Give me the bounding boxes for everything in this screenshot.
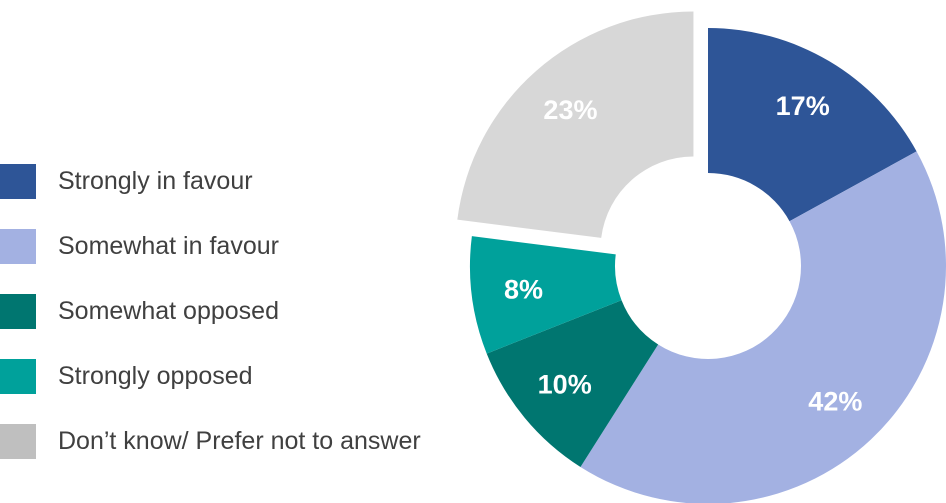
legend-item-somewhat-opposed: Somewhat opposed: [0, 294, 520, 329]
legend-label-strongly-opposed: Strongly opposed: [58, 362, 253, 390]
slice-label-somewhat-opposed: 10%: [538, 370, 592, 400]
legend-item-dont-know: Don’t know/ Prefer not to answer: [0, 424, 520, 459]
legend-swatch-strongly-opposed: [0, 359, 36, 394]
slice-somewhat-opposed: [486, 300, 659, 467]
legend-item-strongly-opposed: Strongly opposed: [0, 359, 520, 394]
legend-label-somewhat-opposed: Somewhat opposed: [58, 297, 279, 325]
slice-label-somewhat-in-favour: 42%: [808, 387, 862, 417]
legend-label-somewhat-in-favour: Somewhat in favour: [58, 232, 279, 260]
slice-label-strongly-in-favour: 17%: [776, 91, 830, 121]
slice-don-t-know-prefer-not-to-answer: [457, 11, 694, 238]
slice-somewhat-in-favour: [580, 151, 946, 503]
legend-label-strongly-in-favour: Strongly in favour: [58, 167, 253, 195]
slice-label-don-t-know-prefer-not-to-answer: 23%: [543, 95, 597, 125]
legend-item-strongly-in-favour: Strongly in favour: [0, 164, 520, 199]
chart-legend: Strongly in favour Somewhat in favour So…: [0, 164, 520, 489]
slice-strongly-opposed: [470, 236, 622, 354]
legend-swatch-somewhat-in-favour: [0, 229, 36, 264]
legend-swatch-dont-know: [0, 424, 36, 459]
legend-item-somewhat-in-favour: Somewhat in favour: [0, 229, 520, 264]
slice-strongly-in-favour: [708, 28, 917, 222]
legend-swatch-strongly-in-favour: [0, 164, 36, 199]
slice-label-strongly-opposed: 8%: [504, 274, 543, 304]
legend-label-dont-know: Don’t know/ Prefer not to answer: [58, 427, 421, 455]
legend-swatch-somewhat-opposed: [0, 294, 36, 329]
